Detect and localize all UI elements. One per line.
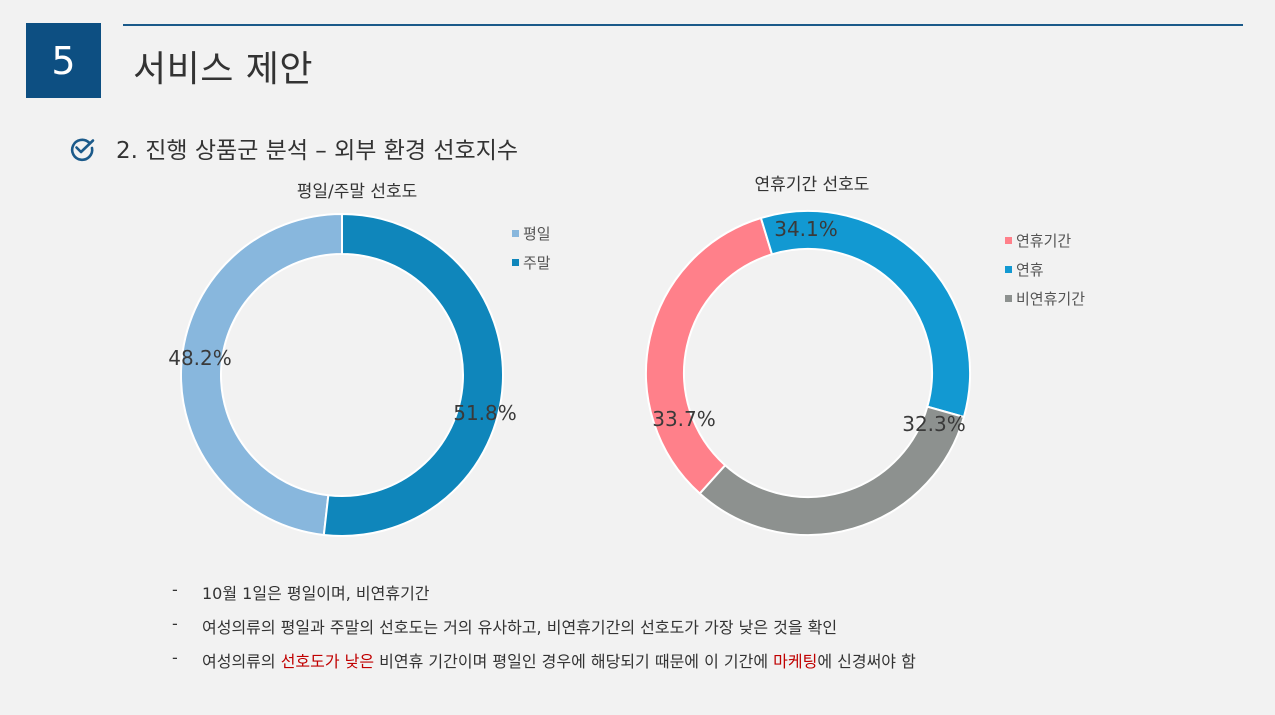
section-subtitle: 2. 진행 상품군 분석 – 외부 환경 선호지수 [116,138,519,164]
legend-label-non-holiday: 비연휴기간 [1016,290,1085,308]
legend-label-holiday-period: 연휴기간 [1016,232,1071,250]
note-text-part: 여성의류의 [202,652,281,671]
chart-title: 평일/주말 선호도 [297,182,418,202]
data-label-non-holiday: 32.3% [902,412,966,436]
donut-slice-holiday-period [645,216,774,495]
legend-label-weekday: 평일 [523,225,551,243]
note-text-part: 에 신경써야 함 [817,652,916,671]
legend-swatch-holiday [1005,266,1012,273]
note-bullet: - [172,580,178,599]
note-text: 여성의류의 선호도가 낮은 비연휴 기간이며 평일인 경우에 해당되기 때문에 … [202,648,916,682]
data-label-holiday: 34.1% [774,217,838,241]
note-text: 10월 1일은 평일이며, 비연휴기간 [202,584,430,603]
data-label-weekday: 48.2% [168,346,232,370]
section-number-badge: 5 [26,23,101,98]
subtitle-row: 2. 진행 상품군 분석 – 외부 환경 선호지수 [68,131,518,165]
data-label-holiday-period: 33.7% [652,407,716,431]
check-circle-icon [70,138,95,162]
note-highlight: 마케팅 [773,652,818,671]
note-text-part: 비연휴 기간이며 평일인 경우에 해당되기 때문에 이 기간에 [374,652,774,671]
note-text: 여성의류의 평일과 주말의 선호도는 거의 유사하고, 비연휴기간의 선호도가 … [202,618,838,637]
chart-holiday-preference: 연휴기간 선호도 33.7% 34.1% 32.3% 연휴기간 연휴 비연휴기간 [645,175,1085,536]
note-bullet: - [172,614,178,633]
note-bullet: - [172,648,178,667]
legend-swatch-non-holiday [1005,295,1012,302]
legend-swatch-weekday [512,230,519,237]
donut-slice-holiday [759,210,971,419]
chart-title: 연휴기간 선호도 [755,175,870,195]
legend: 평일 주말 [512,225,551,272]
legend-swatch-holiday-period [1005,237,1012,244]
legend-label-weekend: 주말 [523,254,551,272]
legend: 연휴기간 연휴 비연휴기간 [1005,232,1085,308]
chart-weekday-weekend: 평일/주말 선호도 48.2% 51.8% 평일 주말 [168,182,551,537]
donut-slice-weekend [322,212,504,537]
data-label-weekend: 51.8% [453,401,517,425]
donut-slice-non-holiday [698,405,966,536]
note-item: - 10월 1일은 평일이며, 비연휴기간 [172,580,916,614]
notes-list: - 10월 1일은 평일이며, 비연휴기간 - 여성의류의 평일과 주말의 선호… [172,580,916,682]
note-item: - 여성의류의 선호도가 낮은 비연휴 기간이며 평일인 경우에 해당되기 때문… [172,648,916,682]
header-rule [123,24,1243,26]
legend-swatch-weekend [512,259,519,266]
note-highlight: 선호도가 낮은 [280,652,375,671]
page-title: 서비스 제안 [133,49,314,90]
legend-label-holiday: 연휴 [1016,261,1044,279]
donut-slice-weekday [180,212,343,537]
note-item: - 여성의류의 평일과 주말의 선호도는 거의 유사하고, 비연휴기간의 선호도… [172,614,916,648]
